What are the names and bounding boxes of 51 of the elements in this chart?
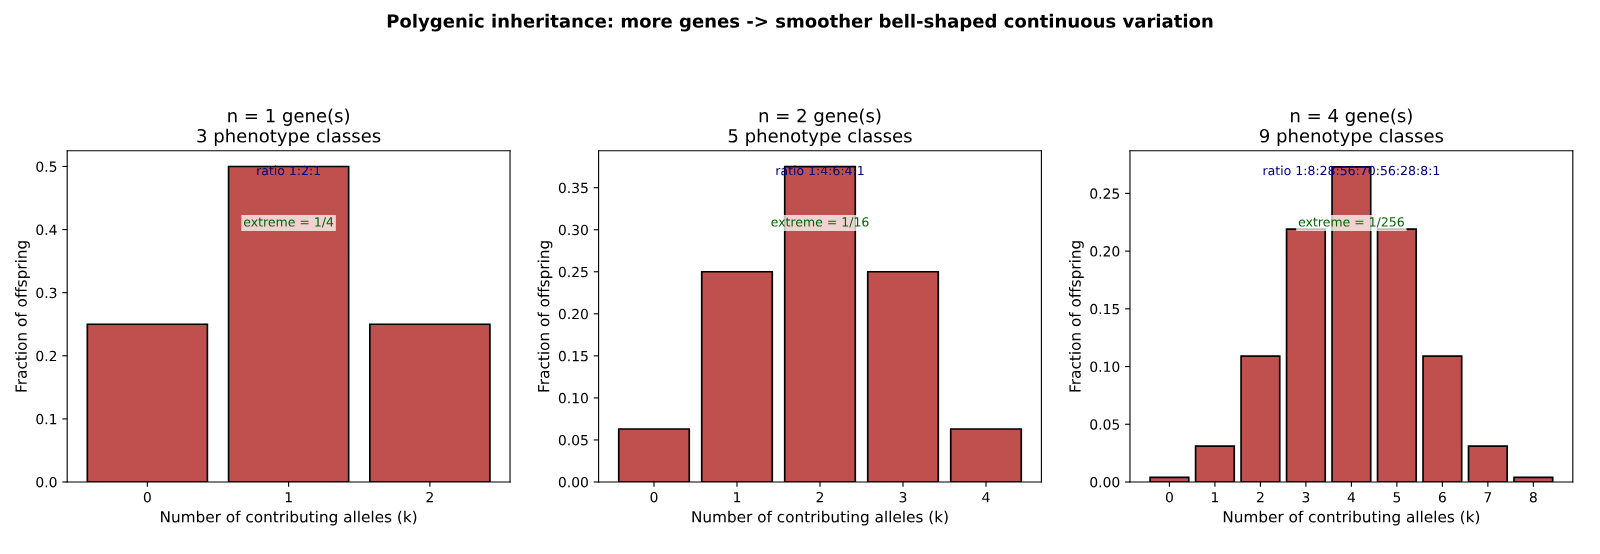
x-axis-title: Number of contributing alleles (k) [1223, 510, 1480, 526]
x-tick-label: 2 [1257, 491, 1264, 503]
y-tick-label: 0.25 [558, 266, 588, 278]
y-tick-label: 0.0 [36, 476, 57, 488]
y-axis-title: Fraction of offspring [537, 241, 553, 392]
x-tick-label: 3 [1302, 491, 1310, 503]
x-tick-label: 1 [285, 492, 292, 503]
x-tick-label: 8 [1529, 491, 1537, 503]
y-tick-label: 0.1 [36, 413, 57, 425]
x-axis-title: Number of contributing alleles (k) [161, 510, 417, 526]
chart-title: n = 1 gene(s) 3 phenotype classes [197, 108, 381, 147]
x-tick-label: 1 [734, 492, 741, 503]
y-tick-label: 0.00 [558, 476, 588, 488]
x-tick-label: 0 [143, 491, 151, 503]
x-tick-label: 6 [1438, 491, 1446, 503]
y-tick-label: 0.05 [1090, 419, 1120, 430]
x-tick-label: 3 [899, 491, 907, 503]
y-tick-label: 0.2 [36, 350, 57, 362]
x-tick-label: 2 [816, 491, 824, 503]
annotation: ratio 1:2:1 [257, 165, 320, 176]
x-tick-label: 0 [650, 491, 658, 503]
y-tick-label: 0.20 [558, 308, 588, 320]
x-tick-label: 4 [982, 492, 990, 503]
x-tick-label: 5 [1393, 492, 1401, 503]
x-tick-label: 0 [1165, 491, 1173, 503]
y-tick-label: 0.15 [558, 350, 588, 362]
y-tick-label: 0.30 [558, 224, 588, 236]
x-axis-title: Number of contributing alleles (k) [692, 510, 948, 526]
y-tick-label: 0.25 [1090, 188, 1120, 199]
text: Polygenic inheritance: more genes -> smoother bell-shaped continuous variation [387, 13, 1213, 32]
y-axis-title: Fraction of offspring [1068, 241, 1084, 392]
y-tick-label: 0.10 [558, 392, 588, 404]
annotation: extreme = 1/4 [243, 217, 334, 228]
x-tick-label: 7 [1484, 492, 1492, 503]
x-tick-label: 1 [1212, 492, 1219, 503]
y-tick-label: 0.10 [1090, 361, 1120, 373]
y-tick-label: 0.5 [36, 161, 57, 172]
y-tick-label: 0.05 [558, 434, 588, 446]
y-axis-title: Fraction of offspring [15, 241, 30, 392]
y-tick-label: 0.00 [1090, 476, 1120, 488]
x-tick-label: 2 [426, 491, 433, 503]
chart-title: n = 4 gene(s) 9 phenotype classes [1259, 108, 1444, 147]
x-tick-label: 4 [1347, 492, 1356, 503]
y-tick-label: 0.20 [1090, 246, 1120, 257]
y-tick-label: 0.4 [36, 224, 57, 236]
y-tick-label: 0.3 [36, 287, 57, 299]
annotation: extreme = 1/16 [771, 217, 869, 228]
y-tick-label: 0.15 [1090, 303, 1120, 315]
y-tick-label: 0.35 [558, 182, 588, 194]
chart-title: n = 2 gene(s) 5 phenotype classes [728, 108, 912, 147]
annotation: extreme = 1/256 [1298, 217, 1404, 228]
